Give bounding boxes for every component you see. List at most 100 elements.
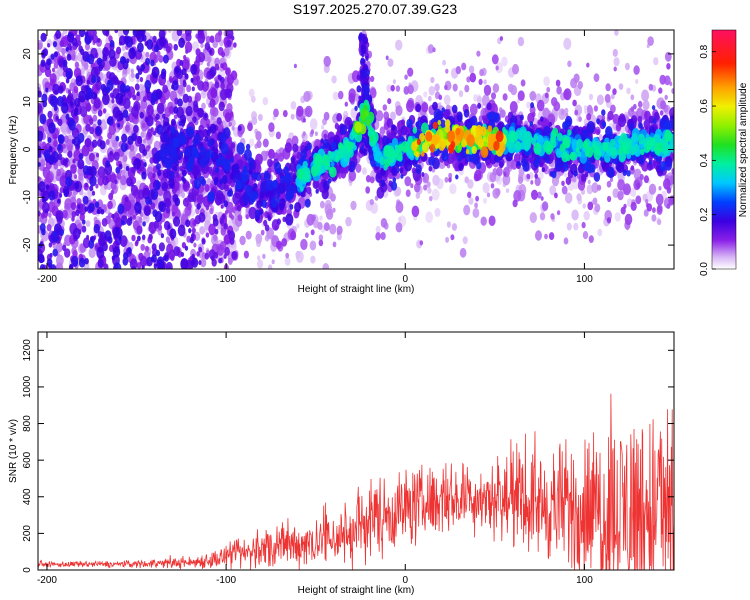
heatmap-cell: [449, 183, 457, 195]
heatmap-cell: [382, 104, 387, 111]
heatmap-cell: [214, 228, 219, 235]
heatmap-cell: [584, 172, 589, 178]
heatmap-cell: [156, 102, 165, 115]
heatmap-cell: [82, 237, 91, 249]
heatmap-cell: [643, 175, 650, 184]
heatmap-cell: [74, 97, 81, 108]
heatmap-cell: [97, 176, 104, 186]
spectrogram-heatmap: [38, 30, 674, 269]
heatmap-cell: [526, 101, 531, 109]
heatmap-cell: [113, 151, 120, 161]
heatmap-cell: [657, 204, 663, 213]
heatmap-cell: [300, 238, 308, 251]
heatmap-cell: [171, 80, 179, 91]
heatmap-cell: [49, 252, 53, 258]
heatmap-cell: [302, 131, 306, 137]
heatmap-cell: [141, 34, 147, 42]
heatmap-cell: [597, 184, 602, 191]
heatmap-cell: [318, 239, 324, 247]
heatmap-cell: [671, 168, 674, 175]
heatmap-cell: [467, 191, 472, 198]
heatmap-cell: [157, 224, 163, 231]
heatmap-cell: [84, 183, 89, 188]
heatmap-cell: [152, 172, 156, 178]
heatmap-cell: [618, 83, 624, 90]
heatmap-cell: [155, 249, 161, 257]
heatmap-cell: [146, 104, 154, 116]
heatmap-cell: [44, 176, 52, 188]
heatmap-cell: [67, 144, 73, 153]
heatmap-cell: [443, 94, 451, 106]
heatmap-cell: [218, 30, 223, 37]
heatmap-cell: [247, 122, 253, 132]
heatmap-cell: [214, 57, 221, 67]
heatmap-cell: [105, 139, 110, 145]
heatmap-cell: [158, 55, 164, 63]
heatmap-cell: [38, 130, 44, 142]
heatmap-cell: [111, 213, 115, 219]
heatmap-cell: [306, 213, 315, 226]
heatmap-cell: [642, 99, 650, 111]
heatmap-cell: [468, 65, 475, 74]
heatmap-cell: [130, 181, 134, 187]
heatmap-cell: [208, 223, 216, 236]
heatmap-cell: [191, 86, 195, 92]
heatmap-cell: [434, 83, 440, 92]
heatmap-cell: [142, 96, 147, 103]
heatmap-cell: [580, 173, 587, 183]
heatmap-cell: [102, 53, 108, 62]
heatmap-cell: [495, 65, 499, 71]
heatmap-cell: [182, 79, 186, 85]
heatmap-cell: [573, 222, 579, 231]
heatmap-cell: [539, 162, 543, 168]
heatmap-cell: [614, 212, 621, 222]
heatmap-cell: [462, 236, 468, 245]
heatmap-cell: [594, 203, 601, 213]
heatmap-cell: [50, 230, 59, 243]
heatmap-cell: [613, 66, 617, 72]
heatmap-cell: [107, 200, 113, 210]
heatmap-cell: [657, 219, 662, 226]
heatmap-cell: [187, 192, 195, 203]
heatmap-cell: [469, 72, 477, 83]
heatmap-cell: [180, 119, 186, 127]
heatmap-cell: [565, 192, 573, 204]
heatmap-cell: [184, 30, 192, 37]
heatmap-cell: [140, 64, 145, 72]
heatmap-cell: [363, 36, 369, 45]
heatmap-cell: [588, 93, 594, 101]
heatmap-cell: [529, 212, 537, 224]
heatmap-cell: [119, 235, 128, 248]
heatmap-cell: [121, 169, 126, 177]
heatmap-cell: [141, 171, 147, 180]
heatmap-cell: [146, 114, 154, 127]
heatmap-cell: [480, 216, 487, 226]
heatmap-cell: [597, 228, 603, 237]
heatmap-cell: [126, 217, 132, 226]
heatmap-cell: [42, 166, 51, 179]
heatmap-cell: [541, 167, 545, 173]
heatmap-cell: [59, 175, 68, 188]
heatmap-cell: [601, 115, 606, 121]
heatmap-cell: [226, 74, 235, 85]
heatmap-cell: [534, 176, 541, 187]
heatmap-cell: [132, 94, 137, 101]
heatmap-cell: [223, 200, 229, 208]
heatmap-cell: [285, 252, 290, 259]
heatmap-cell: [112, 76, 119, 86]
heatmap-cell: [544, 233, 548, 240]
heatmap-cell: [165, 236, 171, 243]
heatmap-cell: [111, 255, 116, 261]
heatmap-cell: [434, 207, 441, 217]
heatmap-cell: [200, 258, 207, 268]
heatmap-cell: [630, 201, 637, 211]
heatmap-cell: [538, 171, 544, 180]
heatmap-cell: [134, 83, 140, 91]
heatmap-cell: [451, 223, 457, 231]
heatmap-cell: [323, 133, 328, 140]
heatmap-cell: [53, 139, 58, 148]
heatmap-cell: [278, 198, 286, 209]
heatmap-cell: [83, 62, 89, 70]
heatmap-cell: [152, 209, 158, 218]
heatmap-cell: [96, 76, 101, 83]
